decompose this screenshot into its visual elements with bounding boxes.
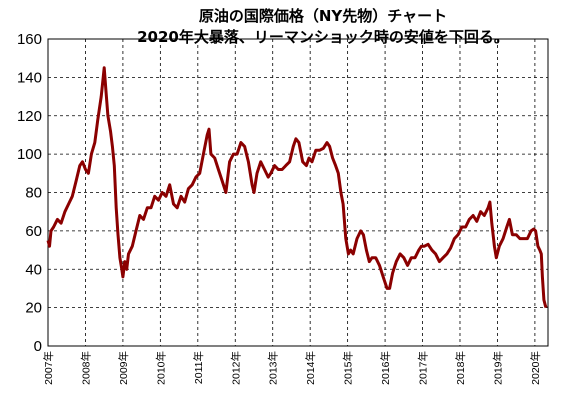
x-tick-label: 2008年 — [79, 351, 92, 385]
plot-area — [47, 38, 549, 347]
y-tick-label: 160 — [17, 31, 42, 48]
grid — [48, 39, 548, 346]
x-tick-label: 2013年 — [267, 351, 280, 385]
x-tick-label: 2018年 — [454, 351, 467, 385]
y-tick-label: 0 — [34, 338, 42, 355]
x-tick-label: 2012年 — [229, 351, 242, 385]
y-tick-label: 140 — [17, 69, 42, 86]
y-tick-label: 80 — [25, 185, 42, 202]
x-axis: 2007年 2008年 2009年 2010年 2011年 2012年 2013年 2014年… — [42, 351, 542, 385]
x-tick-label: 2010年 — [154, 351, 167, 385]
x-tick-label: 2007年 — [42, 351, 55, 385]
x-tick-label: 2016年 — [379, 351, 392, 385]
y-tick-label: 120 — [17, 108, 42, 125]
chart-subtitle: 2020年大暴落、リーマンショック時の安値を下回る。 — [137, 28, 509, 46]
x-tick-label: 2017年 — [417, 351, 430, 385]
x-tick-label: 2014年 — [304, 351, 317, 385]
series-line — [46, 66, 548, 309]
y-tick-label: 40 — [25, 261, 42, 278]
chart-title: 原油の国際価格（NY先物）チャート — [198, 7, 448, 25]
x-tick-label: 2020年 — [529, 351, 542, 385]
x-tick-label: 2011年 — [192, 351, 205, 384]
y-tick-label: 60 — [25, 223, 42, 240]
y-axis: 0 20 40 60 80 100 120 140 160 — [17, 31, 42, 355]
x-tick-label: 2019年 — [491, 351, 504, 385]
x-tick-label: 2015年 — [342, 351, 355, 385]
y-tick-label: 20 — [25, 300, 42, 317]
y-tick-label: 100 — [17, 146, 42, 163]
x-tick-label: 2009年 — [117, 351, 130, 385]
